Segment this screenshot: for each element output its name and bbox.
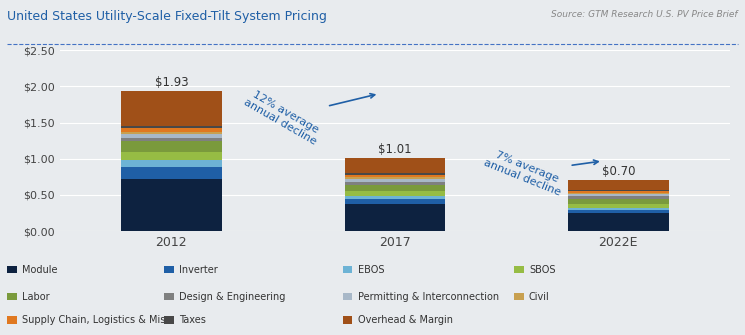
Text: Civil: Civil	[529, 292, 550, 302]
Bar	[568, 194, 669, 196]
Bar	[568, 190, 669, 191]
Bar	[344, 191, 446, 196]
Bar	[121, 138, 222, 141]
Bar	[568, 204, 669, 208]
Text: United States Utility-Scale Fixed-Tilt System Pricing: United States Utility-Scale Fixed-Tilt S…	[7, 10, 327, 23]
Bar	[568, 208, 669, 210]
Bar	[121, 141, 222, 151]
Text: Design & Engineering: Design & Engineering	[179, 292, 285, 302]
Bar	[344, 158, 446, 173]
Bar	[121, 134, 222, 138]
Text: $1.01: $1.01	[378, 143, 412, 156]
Bar	[121, 168, 222, 179]
Text: Labor: Labor	[22, 292, 50, 302]
Bar	[344, 177, 446, 179]
Bar	[344, 199, 446, 204]
Bar	[568, 191, 669, 193]
Text: Taxes: Taxes	[179, 315, 206, 325]
Bar	[344, 175, 446, 177]
Bar	[344, 182, 446, 185]
Bar	[121, 91, 222, 126]
Bar	[344, 196, 446, 199]
Text: Source: GTM Research U.S. PV Price Brief: Source: GTM Research U.S. PV Price Brief	[551, 10, 738, 19]
Bar	[568, 193, 669, 194]
Bar	[568, 213, 669, 231]
Text: Supply Chain, Logistics & Misc: Supply Chain, Logistics & Misc	[22, 315, 171, 325]
Text: Overhead & Margin: Overhead & Margin	[358, 315, 453, 325]
Text: 7% average
annual decline: 7% average annual decline	[482, 146, 598, 197]
Text: Module: Module	[22, 265, 58, 275]
Bar	[344, 204, 446, 231]
Bar	[568, 181, 669, 190]
Bar	[121, 126, 222, 128]
Bar	[344, 179, 446, 182]
Text: Permitting & Interconnection: Permitting & Interconnection	[358, 292, 498, 302]
Bar	[121, 128, 222, 132]
Text: $0.70: $0.70	[602, 165, 635, 178]
Bar	[121, 151, 222, 160]
Bar	[344, 185, 446, 191]
Text: Inverter: Inverter	[179, 265, 218, 275]
Text: SBOS: SBOS	[529, 265, 556, 275]
Text: EBOS: EBOS	[358, 265, 384, 275]
Text: $1.93: $1.93	[154, 76, 188, 89]
Text: 12% average
annual decline: 12% average annual decline	[242, 87, 375, 147]
Bar	[121, 179, 222, 231]
Bar	[121, 132, 222, 134]
Bar	[344, 173, 446, 175]
Bar	[121, 160, 222, 168]
Bar	[568, 210, 669, 213]
Bar	[568, 196, 669, 199]
Bar	[568, 199, 669, 204]
